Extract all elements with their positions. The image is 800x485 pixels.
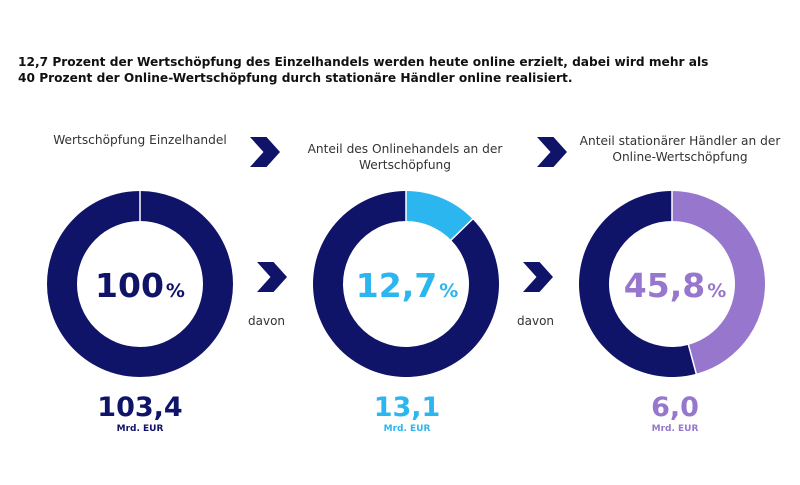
chevron-right-icon — [523, 262, 553, 292]
label-stationaer: Anteil stationärer Händler an der Online… — [560, 133, 800, 165]
label-onlinehandel: Anteil des Onlinehandels an der Wertschö… — [290, 141, 520, 173]
donut-separator — [449, 217, 474, 242]
connector-label-2: davon — [517, 314, 555, 328]
percent-unit: % — [165, 280, 185, 302]
percent-number: 45,8 — [623, 266, 706, 305]
label-wertschoepfung-text: Wertschöpfung Einzelhandel — [53, 133, 227, 147]
percent-unit: % — [439, 280, 459, 302]
absolute-number: 13,1 — [373, 392, 441, 423]
percent-label-stationaer: 45,8% — [575, 266, 775, 305]
label-onlinehandel-line-1: Anteil des Onlinehandels an der — [307, 142, 503, 156]
headline-line-2: 40 Prozent der Online-Wertschöpfung durc… — [18, 71, 573, 85]
label-wertschoepfung: Wertschöpfung Einzelhandel — [20, 132, 260, 148]
donut-separator — [687, 343, 698, 375]
donut-slice-remainder — [312, 191, 499, 377]
absolute-number: 6,0 — [651, 392, 699, 423]
absolute-number: 103,4 — [97, 392, 183, 423]
label-stationaer-line-1: Anteil stationärer Händler an der — [579, 134, 781, 148]
donut-slice-highlight — [672, 191, 765, 374]
percent-number: 100 — [95, 266, 164, 305]
percent-unit: % — [707, 280, 727, 302]
label-stationaer-line-2: Online-Wertschöpfung — [612, 150, 748, 164]
percent-number: 12,7 — [355, 266, 438, 305]
percent-label-onlinehandel: 12,7% — [307, 266, 507, 305]
donut-slice-highlight — [406, 191, 473, 241]
absolute-unit: Mrd. EUR — [651, 424, 699, 434]
chevron-right-icon — [537, 137, 567, 167]
donut-slice-remainder — [578, 191, 697, 377]
headline: 12,7 Prozent der Wertschöpfung des Einze… — [18, 54, 778, 86]
percent-label-wertschoepfung: 100% — [40, 266, 240, 305]
chevron-right-icon — [250, 137, 280, 167]
absolute-unit: Mrd. EUR — [383, 424, 431, 434]
absolute-value-onlinehandel: 13,1 Mrd. EUR — [317, 393, 497, 435]
headline-line-1: 12,7 Prozent der Wertschöpfung des Einze… — [18, 55, 709, 69]
absolute-unit: Mrd. EUR — [116, 424, 164, 434]
chevron-right-icon — [257, 262, 287, 292]
label-onlinehandel-line-2: Wertschöpfung — [358, 158, 452, 172]
absolute-value-stationaer: 6,0 Mrd. EUR — [585, 393, 765, 435]
connector-label-1: davon — [248, 314, 286, 328]
absolute-value-wertschoepfung: 103,4 Mrd. EUR — [50, 393, 230, 435]
